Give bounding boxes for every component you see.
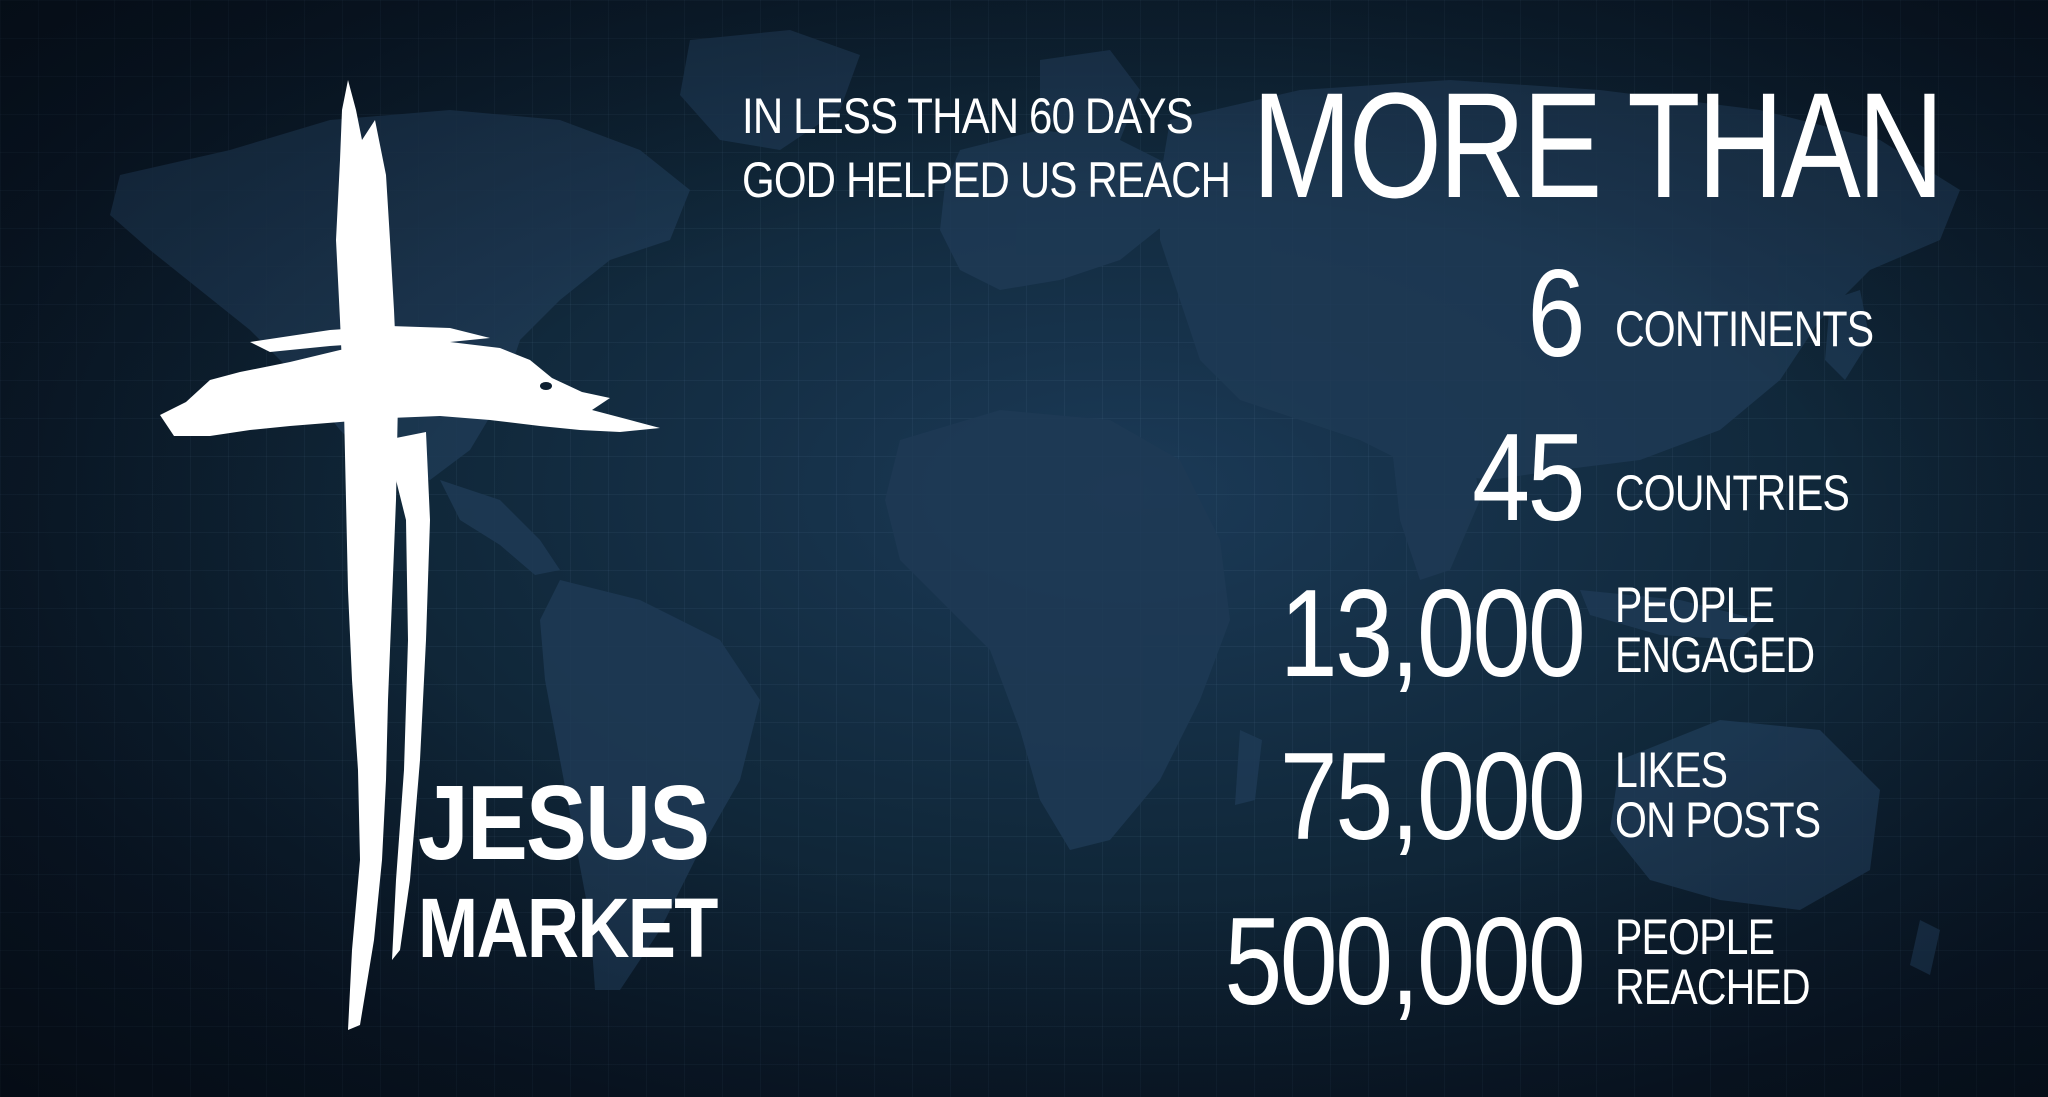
- stat-label: PEOPLE REACHED: [1615, 909, 1811, 1015]
- stat-label-line-1: LIKES: [1615, 742, 1728, 798]
- stat-label: COUNTRIES: [1615, 465, 1850, 521]
- map-africa: [885, 410, 1230, 850]
- map-new-zealand: [1910, 920, 1940, 975]
- stat-label-line-1: PEOPLE: [1615, 577, 1775, 633]
- stat-value: 6: [1527, 245, 1586, 383]
- map-madagascar: [1235, 730, 1262, 805]
- stat-value: 75,000: [1279, 728, 1586, 866]
- stat-label: PEOPLE ENGAGED: [1615, 577, 1815, 683]
- brand-line-1: JESUS: [418, 764, 710, 882]
- stat-label-line-1: PEOPLE: [1615, 909, 1775, 965]
- stat-label-line-2: ENGAGED: [1615, 627, 1815, 683]
- stat-value: 45: [1472, 409, 1585, 547]
- stat-label-line-2: REACHED: [1615, 959, 1811, 1015]
- stat-label-line-1: CONTINENTS: [1615, 301, 1874, 357]
- intro-line-2: GOD HELPED US REACH: [742, 152, 1231, 208]
- cross-icon: [160, 80, 660, 1030]
- brand-logo-text: JESUS MARKET: [418, 770, 765, 970]
- stat-value: 500,000: [1224, 893, 1585, 1031]
- stat-label-line-1: COUNTRIES: [1615, 465, 1850, 521]
- headline: MORE THAN: [1252, 61, 1944, 229]
- stat-label-line-2: ON POSTS: [1615, 792, 1821, 848]
- map-india: [1390, 430, 1480, 580]
- intro-text: IN LESS THAN 60 DAYS GOD HELPED US REACH: [742, 84, 1231, 212]
- stat-label: CONTINENTS: [1615, 301, 1874, 357]
- stat-label: LIKES ON POSTS: [1615, 742, 1821, 848]
- brand-line-2: MARKET: [418, 881, 718, 975]
- stat-value: 13,000: [1279, 565, 1586, 703]
- intro-line-1: IN LESS THAN 60 DAYS: [742, 88, 1194, 144]
